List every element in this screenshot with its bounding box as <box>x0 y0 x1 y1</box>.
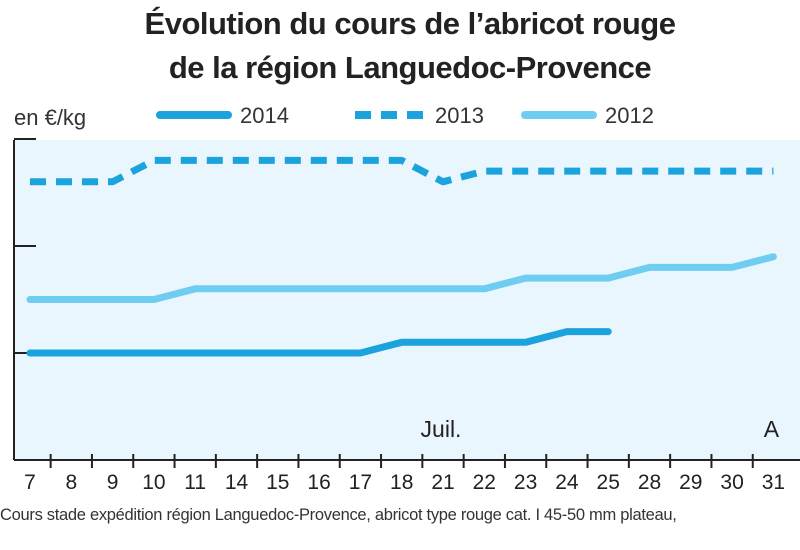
month-label: A <box>764 416 780 442</box>
x-tick-label: 23 <box>514 471 537 494</box>
x-tick-label: 31 <box>762 471 785 494</box>
month-label: Juil. <box>421 416 462 442</box>
chart-title: Évolution du cours de l’abricot rouge de… <box>0 2 800 90</box>
labels-layer: 7 8 9 10 11 14 15 16 17 18 21 22 23 24 25 28 29 30 31 Juil.… <box>24 416 785 494</box>
legend: 2014 2013 2012 <box>156 103 654 128</box>
x-tick-label: 8 <box>65 471 77 494</box>
x-tick-label: 28 <box>638 471 661 494</box>
line-chart: 2014 2013 2012 en €/kg 7 8 9 10 11 14 15 16 17 18 21… <box>13 103 800 494</box>
x-tick-label: 11 <box>184 471 206 494</box>
x-tick-label: 10 <box>142 471 165 494</box>
x-tick-label: 9 <box>107 471 119 494</box>
legend-label-2014: 2014 <box>240 103 289 128</box>
x-tick-label: 17 <box>349 471 372 494</box>
series-line-2012 <box>26 253 777 303</box>
legend-label-2012: 2012 <box>605 103 654 128</box>
series-layer <box>26 156 777 357</box>
x-tick-label: 21 <box>431 471 454 494</box>
x-tick-label: 14 <box>225 471 249 494</box>
x-tick-label: 18 <box>390 471 413 494</box>
axes <box>13 138 800 468</box>
x-tick-label: 24 <box>555 471 579 494</box>
x-tick-label: 25 <box>597 471 620 494</box>
chart-title-line2: de la région Languedoc-Provence <box>168 50 652 85</box>
x-tick-label: 29 <box>679 471 702 494</box>
x-tick-label: 30 <box>720 471 743 494</box>
x-tick-label: 16 <box>307 471 330 494</box>
legend-label-2013: 2013 <box>435 103 484 128</box>
x-tick-label: 15 <box>266 471 289 494</box>
x-tick-label: 22 <box>473 471 496 494</box>
y-axis-label: en €/kg <box>14 105 86 130</box>
series-line-2013 <box>30 156 774 186</box>
series-line-2014 <box>26 328 612 357</box>
source-note: Cours stade expédition région Languedoc-… <box>0 506 677 524</box>
chart-title-line1: Évolution du cours de l’abricot rouge <box>144 6 676 41</box>
x-tick-label: 7 <box>24 471 36 494</box>
